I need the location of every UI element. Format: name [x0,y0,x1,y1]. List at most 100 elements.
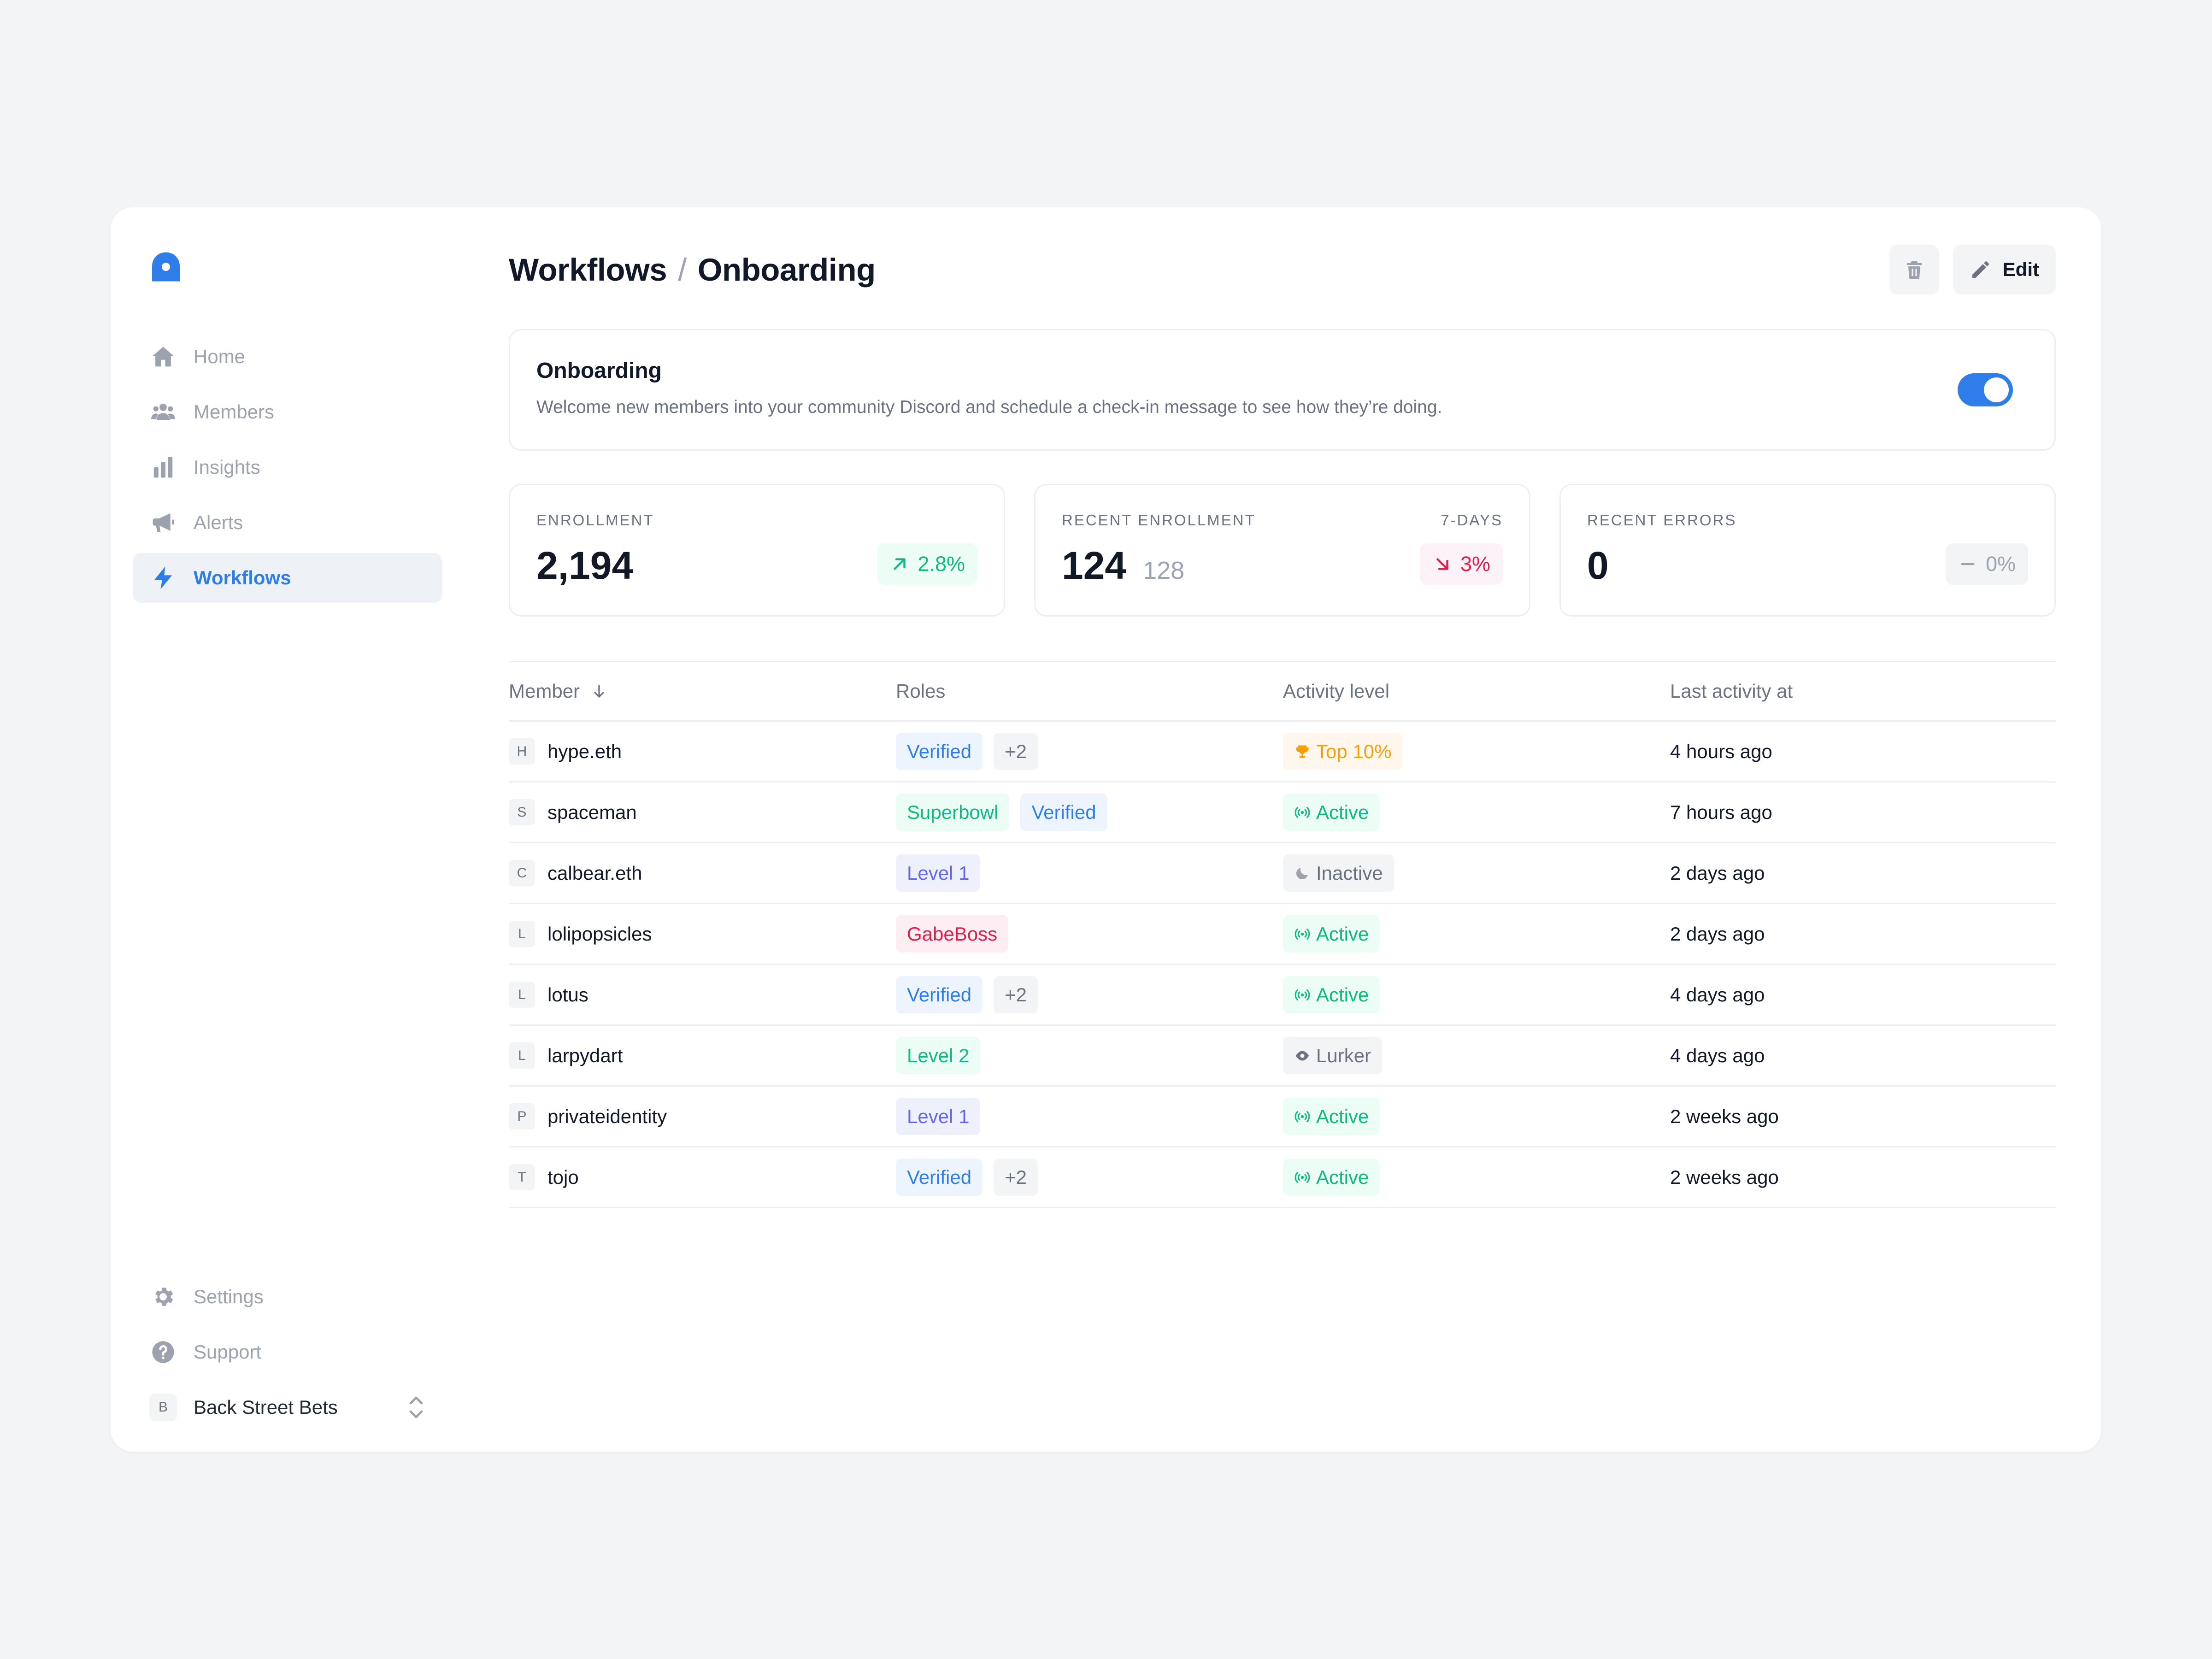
sidebar-item-insights[interactable]: Insights [133,442,442,492]
member-name[interactable]: spaceman [547,801,637,823]
activity-label: Top 10% [1316,740,1392,762]
activity-cell: Top 10% [1283,733,1670,770]
column-header-activity: Activity level [1283,680,1670,702]
table-row[interactable]: L larpydart Level 2 Lurker 4 days ago [509,1026,2056,1087]
sidebar-item-members[interactable]: Members [133,387,442,437]
member-name[interactable]: larpydart [547,1044,623,1066]
home-icon [149,343,177,371]
stat-label-text: ENROLLMENT [536,512,654,529]
stat-delta-text: 2.8% [918,552,965,576]
activity-label: Active [1316,801,1369,823]
column-header-member[interactable]: Member [509,680,896,702]
role-badge[interactable]: GabeBoss [896,915,1009,953]
table-row[interactable]: T tojo Verified +2 Active 2 weeks ago [509,1147,2056,1208]
table-row[interactable]: C calbear.eth Level 1 Inactive 2 days ag… [509,843,2056,904]
sidebar-item-home[interactable]: Home [133,332,442,382]
activity-label: Active [1316,1105,1369,1127]
table-row[interactable]: H hype.eth Verified +2 Top 10% 4 hours ag… [509,722,2056,782]
member-name[interactable]: lolipopsicles [547,923,652,945]
role-badge[interactable]: Superbowl [896,794,1010,831]
sidebar-item-label: Insights [194,456,260,478]
table-row[interactable]: P privateidentity Level 1 Active 2 weeks… [509,1087,2056,1147]
activity-cell: Active [1283,1098,1670,1135]
member-name[interactable]: hype.eth [547,740,622,762]
activity-cell: Active [1283,915,1670,953]
sidebar-item-label: Settings [194,1286,264,1307]
member-name[interactable]: tojo [547,1166,579,1188]
edit-button[interactable]: Edit [1953,245,2056,294]
workflow-enabled-toggle[interactable] [1958,373,2013,406]
stat-delta-badge: 3% [1420,543,1503,585]
role-badge[interactable]: Verified [896,733,983,770]
sidebar-item-settings[interactable]: Settings [133,1272,442,1322]
activity-badge: Active [1283,1098,1380,1135]
roles-cell: Superbowl Verified [896,794,1283,831]
member-name[interactable]: calbear.eth [547,862,642,884]
stat-delta-text: 3% [1460,552,1490,576]
roles-cell: GabeBoss [896,915,1283,953]
column-header-roles: Roles [896,680,1283,702]
megaphone-icon [149,509,177,536]
sidebar-item-label: Workflows [194,567,291,588]
stat-previous-value: 128 [1143,557,1185,584]
app-logo-icon[interactable] [149,250,182,283]
chevron-up-down-icon [409,1396,423,1418]
role-badge[interactable]: Verified [1020,794,1107,831]
member-avatar: L [509,982,535,1008]
stat-card-recent-errors: RECENT ERRORS 0 0% [1559,484,2056,617]
table-row[interactable]: L lotus Verified +2 Active 4 days ago [509,965,2056,1026]
activity-badge: Active [1283,915,1380,953]
delete-button[interactable] [1889,245,1939,294]
activity-label: Active [1316,1166,1369,1188]
stat-value: 2,194 [536,543,633,588]
stat-label-text: RECENT ERRORS [1587,512,1737,529]
roles-cell: Level 1 [896,854,1283,892]
last-activity-text: 7 hours ago [1670,801,1772,823]
member-avatar: S [509,799,535,825]
role-badge[interactable]: Level 2 [896,1037,981,1074]
dash-icon [1961,563,1975,565]
role-badge[interactable]: Level 1 [896,1098,981,1135]
role-badge[interactable]: Verified [896,976,983,1013]
app-window: Home Members Insights Alerts [111,207,2101,1452]
activity-cell: Active [1283,976,1670,1013]
member-name[interactable]: lotus [547,983,588,1006]
sidebar-item-workflows[interactable]: Workflows [133,553,442,603]
last-activity-cell: 2 days ago [1670,862,2056,884]
roles-cell: Verified +2 [896,1159,1283,1196]
stat-label: RECENT ENROLLMENT 7-DAYS [1062,512,1503,529]
last-activity-cell: 2 days ago [1670,923,2056,945]
role-badge[interactable]: Verified [896,1159,983,1196]
column-header-label: Roles [896,680,946,702]
stat-label-text: RECENT ENROLLMENT [1062,512,1256,529]
roles-cell: Level 2 [896,1037,1283,1074]
member-name[interactable]: privateidentity [547,1105,667,1127]
role-badge[interactable]: +2 [994,976,1038,1013]
table-row[interactable]: S spaceman Superbowl Verified Active 7 ho… [509,782,2056,843]
org-avatar: B [149,1394,177,1421]
sidebar-item-label: Home [194,346,246,367]
gear-icon [149,1283,177,1311]
stats-row: ENROLLMENT 2,194 2.8% RECENT ENROLLMENT … [509,484,2056,617]
last-activity-cell: 4 days ago [1670,984,2056,1006]
sidebar-item-support[interactable]: Support [133,1327,442,1377]
trash-icon [1906,261,1922,279]
breadcrumb-parent[interactable]: Workflows [509,252,667,288]
roles-cell: Verified +2 [896,976,1283,1013]
org-switcher[interactable]: B Back Street Bets [133,1382,442,1432]
last-activity-cell: 4 hours ago [1670,741,2056,763]
role-badge[interactable]: +2 [994,1159,1038,1196]
role-badge[interactable]: Level 1 [896,854,981,892]
last-activity-text: 4 hours ago [1670,740,1772,762]
sort-arrow-down-icon[interactable] [591,683,607,700]
activity-badge: Inactive [1283,854,1394,892]
stat-card-recent-enrollment: RECENT ENROLLMENT 7-DAYS 124 128 3% [1034,484,1530,617]
role-badge[interactable]: +2 [994,733,1038,770]
last-activity-cell: 4 days ago [1670,1045,2056,1067]
stat-label: RECENT ERRORS [1587,512,2028,529]
sidebar-item-alerts[interactable]: Alerts [133,498,442,547]
eye-icon [1295,1051,1309,1060]
stat-delta-badge: 0% [1945,543,2028,585]
arrow-down-right-icon [1436,558,1448,570]
table-row[interactable]: L lolipopsicles GabeBoss Active 2 days a… [509,904,2056,965]
